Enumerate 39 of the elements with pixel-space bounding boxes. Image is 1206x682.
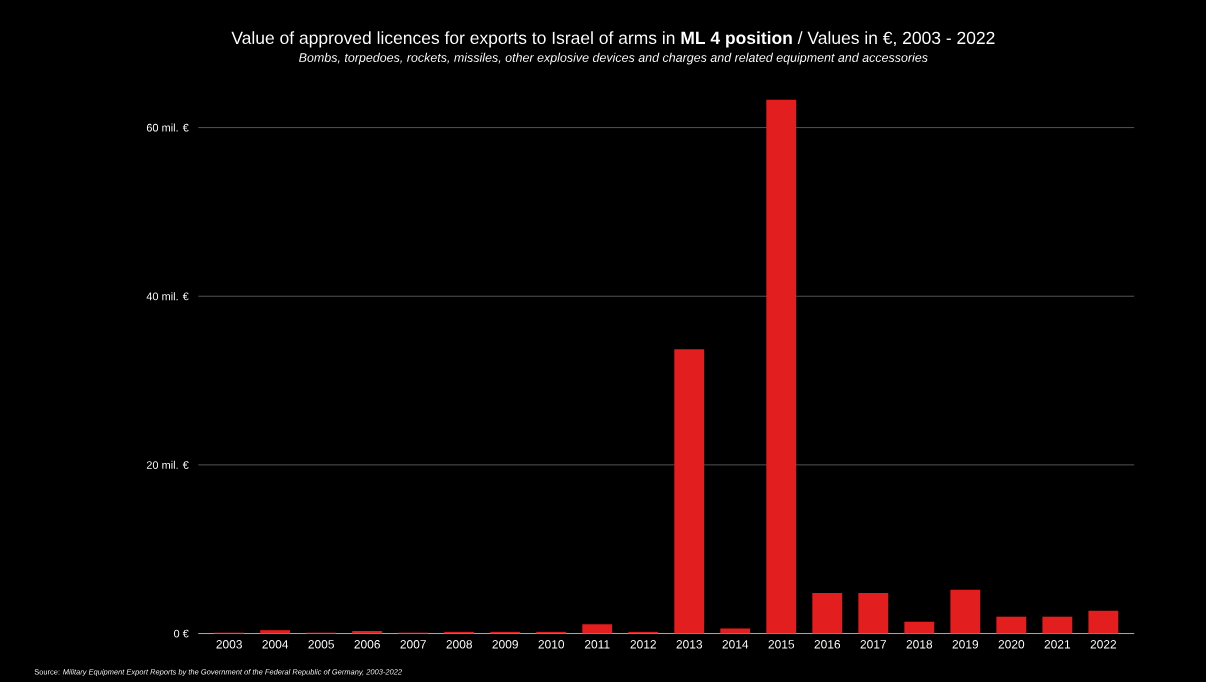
x-tick-label: 2004: [262, 639, 289, 649]
x-tick-label: 2005: [308, 639, 334, 649]
bar: [858, 592, 889, 634]
x-tick-label: 2016: [814, 639, 841, 649]
x-tick-label: 2020: [998, 639, 1025, 649]
x-tick-label: 2018: [906, 639, 933, 649]
bar: [352, 630, 383, 634]
y-tick-label: 0 €: [173, 629, 189, 638]
bar: [812, 592, 843, 634]
chart-subtitle: Bombs, torpedoes, rockets, missiles, other explosive devices and charges and related equipment and accessories: [299, 52, 928, 65]
x-tick-label: 2021: [1044, 639, 1071, 649]
x-tick-label: 2013: [676, 639, 703, 649]
x-tick-label: 2011: [584, 639, 610, 649]
x-tick-label: 2008: [446, 639, 472, 649]
x-tick-label: 2007: [400, 639, 426, 649]
y-tick-label: 40 mil. €: [146, 292, 189, 301]
bar: [582, 624, 613, 634]
x-tick-label: 2009: [492, 639, 518, 649]
x-tick-label: 2003: [216, 639, 242, 649]
x-tick-label: 2022: [1090, 639, 1117, 649]
bar: [260, 629, 291, 634]
bar: [950, 589, 981, 634]
chart-title: Value of approved licences for exports to Israel of arms in ML 4 position / Values in €, 2003 - 2022: [231, 31, 995, 48]
y-tick-label: 60 mil. €: [146, 123, 189, 132]
bar: [720, 628, 751, 634]
bar: [1088, 610, 1119, 634]
x-tick-label: 2015: [768, 639, 795, 649]
x-tick-label: 2017: [860, 639, 887, 649]
x-tick-label: 2019: [952, 639, 979, 649]
x-tick-label: 2006: [354, 639, 380, 649]
bar: [766, 99, 797, 634]
bar: [904, 621, 935, 634]
y-tick-label: 20 mil. €: [146, 460, 189, 469]
bar: [1042, 616, 1073, 634]
x-tick-label: 2014: [722, 639, 749, 649]
bar: [996, 616, 1027, 634]
bar: [674, 349, 705, 634]
x-tick-label: 2010: [538, 639, 565, 649]
x-tick-label: 2012: [630, 639, 656, 649]
